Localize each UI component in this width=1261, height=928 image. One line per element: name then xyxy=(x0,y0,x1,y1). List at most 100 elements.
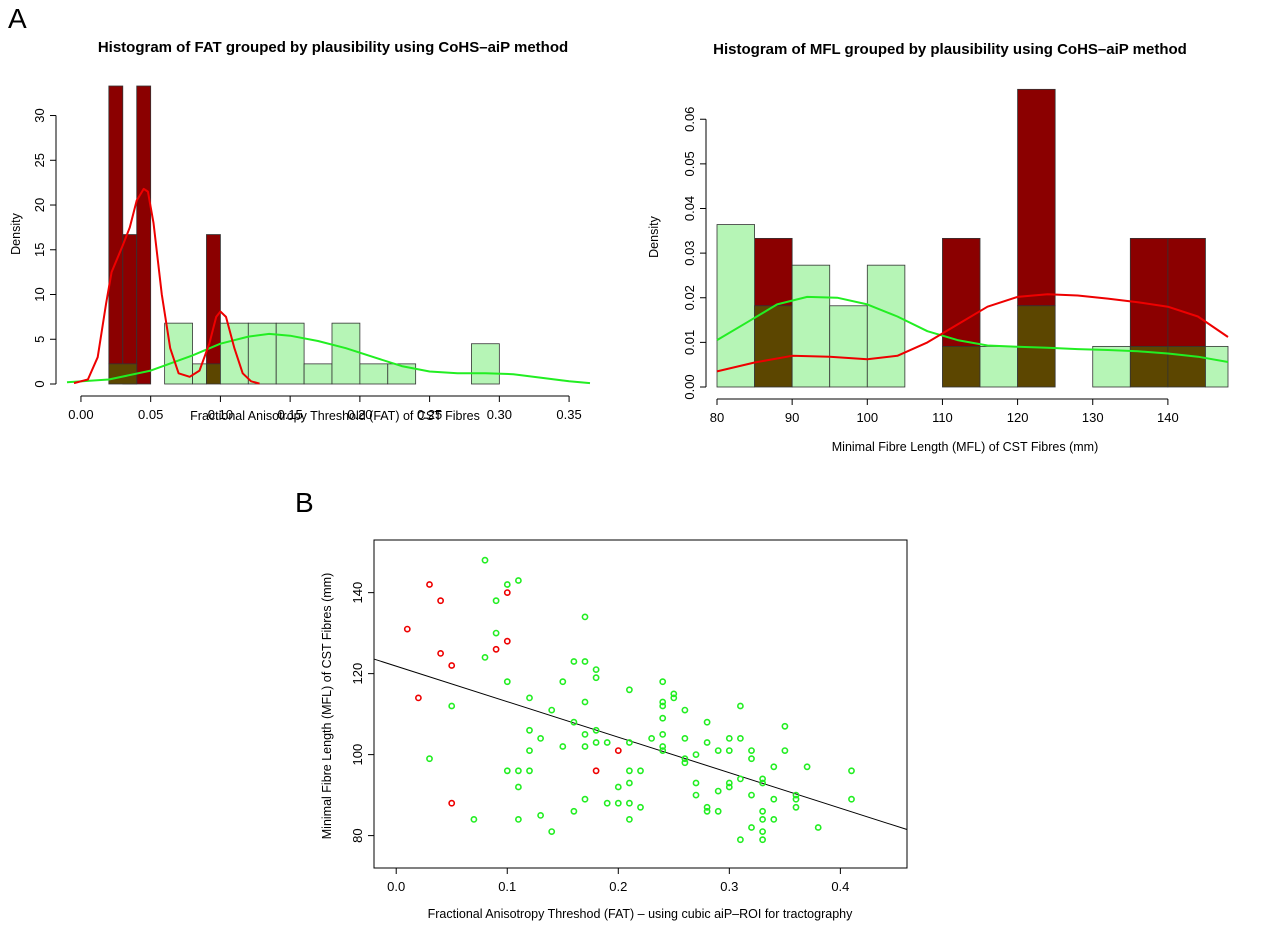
fat-histogram-y-tick-label: 0 xyxy=(32,380,47,387)
fat-histogram-x-tick-label: 0.35 xyxy=(556,407,581,422)
scatter-plausible-point xyxy=(526,767,533,775)
scatter-plausible-point xyxy=(537,735,544,742)
mfl-histogram-title: Histogram of MFL grouped by plausibility… xyxy=(713,41,1187,58)
fat-vs-mfl-scatter-chart: Fractional Anisotropy Threshod (FAT) – u… xyxy=(320,539,908,921)
mfl-histogram-x-tick-label: 130 xyxy=(1082,410,1104,425)
scatter-plausible-point xyxy=(503,581,511,588)
scatter-x-tick-label: 0.4 xyxy=(831,879,849,894)
mfl-histogram-implausible-bar xyxy=(754,237,793,307)
scatter-implausible-point xyxy=(414,694,422,702)
fat-histogram-plausible-bar xyxy=(164,322,193,385)
scatter-plausible-point xyxy=(659,747,667,754)
mfl-histogram-y-axis: 0.00 0.01 0.02 0.03 0.04 0.05 0.06 xyxy=(682,107,707,400)
fat-histogram-plausible-bar xyxy=(331,322,361,385)
mfl-histogram-x-tick-label: 100 xyxy=(856,410,878,425)
fat-histogram-xlabel: Fractional Anisotropy Threshold (FAT) of… xyxy=(190,409,480,423)
mfl-histogram-x-tick-label: 80 xyxy=(710,410,724,425)
fat-histogram-implausible-bar xyxy=(108,85,124,365)
scatter-plausible-point xyxy=(748,747,755,754)
scatter-plausible-point xyxy=(470,816,478,823)
scatter-y-tick-label: 80 xyxy=(350,828,365,842)
panel-letter-b: B xyxy=(295,487,314,518)
scatter-y-tick-label: 100 xyxy=(350,744,365,766)
scatter-plausible-point xyxy=(725,783,733,791)
scatter-plausible-point xyxy=(659,731,667,738)
mfl-histogram-plausible-bar xyxy=(1205,345,1229,388)
mfl-histogram-density-curves xyxy=(716,293,1229,373)
fat-histogram-plausible-bar xyxy=(471,343,500,385)
scatter-plausible-point xyxy=(637,767,644,775)
mfl-histogram-overlap-bar xyxy=(1167,345,1206,388)
scatter-plausible-point xyxy=(581,731,589,738)
scatter-plausible-point xyxy=(681,755,689,763)
scatter-plausible-point xyxy=(626,686,633,694)
scatter-plausible-point xyxy=(770,795,778,803)
scatter-plausible-point xyxy=(581,658,589,665)
mfl-histogram-chart: Histogram of MFL grouped by plausibility… xyxy=(647,41,1229,454)
scatter-implausible-point xyxy=(426,581,433,588)
scatter-plausible-point xyxy=(570,718,578,726)
mfl-histogram-plausible-bar xyxy=(716,224,755,388)
scatter-plausible-point xyxy=(592,666,600,673)
scatter-plausible-point xyxy=(548,828,556,835)
scatter-plausible-point xyxy=(559,743,567,750)
fat-histogram-bars xyxy=(108,85,500,385)
fat-histogram-x-tick-label: 0.15 xyxy=(277,407,302,422)
scatter-x-axis: 0.0 0.1 0.2 0.3 0.4 xyxy=(387,867,849,894)
scatter-plausible-point xyxy=(492,629,500,637)
mfl-histogram-implausible-bar xyxy=(1167,237,1206,347)
scatter-plausible-point xyxy=(681,735,689,742)
fat-histogram-y-tick-label: 10 xyxy=(32,287,47,301)
scatter-plausible-point xyxy=(581,743,589,750)
scatter-plausible-point xyxy=(659,714,667,722)
mfl-histogram-y-tick-label: 0.02 xyxy=(682,285,697,310)
mfl-histogram-plausible-bar xyxy=(1092,345,1131,388)
scatter-plausible-point xyxy=(670,690,678,698)
scatter-plausible-point xyxy=(659,743,667,750)
scatter-x-tick-label: 0.0 xyxy=(387,879,405,894)
scatter-points xyxy=(403,556,855,844)
scatter-implausible-point xyxy=(403,625,411,633)
fat-histogram-plausible-bar xyxy=(275,322,305,385)
fat-histogram-y-tick-label: 20 xyxy=(32,198,47,212)
scatter-plausible-point xyxy=(781,747,789,754)
fat-histogram-x-tick-label: 0.00 xyxy=(68,407,93,422)
mfl-histogram-implausible-bar xyxy=(1129,237,1169,347)
mfl-histogram-y-tick-label: 0.01 xyxy=(682,330,697,355)
mfl-histogram-y-tick-label: 0.06 xyxy=(682,107,697,132)
scatter-plausible-point xyxy=(703,807,711,815)
scatter-plausible-point xyxy=(659,698,667,706)
scatter-plausible-point xyxy=(714,807,722,815)
mfl-histogram-y-tick-label: 0.00 xyxy=(682,374,697,399)
scatter-plausible-point xyxy=(737,775,744,783)
scatter-plausible-point xyxy=(803,763,811,771)
scatter-plausible-point xyxy=(592,739,600,746)
mfl-histogram-plausible-bar xyxy=(979,345,1018,388)
fat-histogram-x-tick-label: 0.05 xyxy=(138,407,163,422)
scatter-plausible-point xyxy=(603,799,611,807)
fat-histogram-density-curves xyxy=(66,187,591,385)
scatter-plausible-point xyxy=(526,747,533,754)
scatter-plausible-point xyxy=(814,824,822,831)
scatter-plausible-point xyxy=(792,791,800,799)
scatter-plausible-point xyxy=(659,702,667,710)
scatter-plausible-point xyxy=(614,783,622,791)
mfl-histogram-x-axis: 80 90 100 110 120 130 140 xyxy=(710,398,1179,425)
scatter-plausible-point xyxy=(637,803,644,811)
mfl-histogram-x-tick-label: 120 xyxy=(1007,410,1029,425)
scatter-plausible-point xyxy=(614,799,622,807)
fat-histogram-y-tick-label: 5 xyxy=(32,336,47,343)
scatter-plausible-point xyxy=(692,751,700,758)
scatter-plausible-point xyxy=(714,747,722,754)
mfl-histogram-x-tick-label: 110 xyxy=(932,410,953,425)
scatter-x-tick-label: 0.3 xyxy=(720,879,738,894)
fat-histogram-chart: Histogram of FAT grouped by plausibility… xyxy=(9,39,591,423)
scatter-plausible-point xyxy=(759,828,766,835)
scatter-regression-line xyxy=(373,658,908,831)
scatter-regression xyxy=(373,658,908,831)
scatter-plausible-point xyxy=(481,654,489,661)
scatter-plausible-point xyxy=(792,803,800,811)
scatter-plausible-point xyxy=(748,791,755,799)
scatter-plausible-point xyxy=(626,739,633,746)
scatter-implausible-point xyxy=(437,597,444,605)
